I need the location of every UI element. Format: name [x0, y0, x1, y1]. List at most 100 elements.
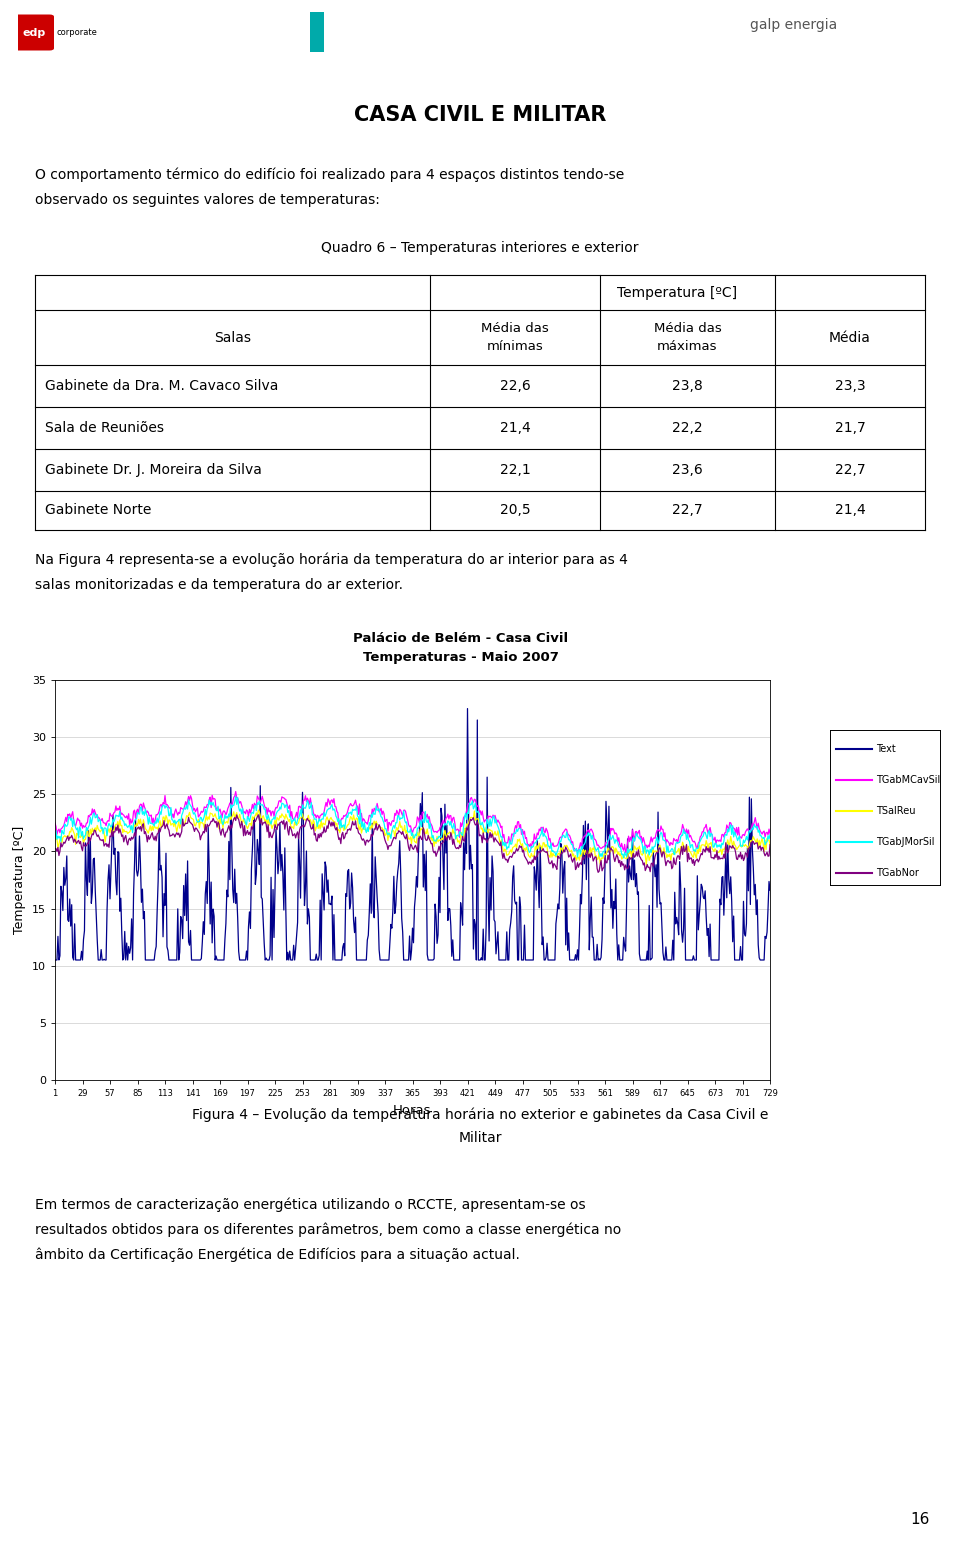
Text: 23,8: 23,8	[672, 380, 703, 394]
Text: (304, 16.8): (304, 16.8)	[347, 879, 358, 898]
Text: Na Figura 4 representa-se a evolução horária da temperatura do ar interior para : Na Figura 4 representa-se a evolução hor…	[35, 552, 628, 568]
X-axis label: Horas: Horas	[394, 1103, 432, 1117]
TGabMCavSil	[633, 823, 644, 842]
Text: 21,4: 21,4	[834, 504, 865, 518]
TGabJMorSil	[230, 787, 242, 806]
TGabJMorSil	[148, 815, 159, 834]
Text: galp energia: galp energia	[750, 19, 837, 33]
Line: TGabJMorSil: TGabJMorSil	[55, 797, 770, 857]
TGabMCavSil	[230, 783, 242, 801]
Text: (337, 10.5): (337, 10.5)	[379, 951, 391, 969]
FancyBboxPatch shape	[13, 14, 54, 50]
TGabNor	[633, 840, 644, 859]
Text: resultados obtidos para os diferentes parâmetros, bem como a classe energética n: resultados obtidos para os diferentes pa…	[35, 1223, 621, 1237]
Line: TGabMCavSil: TGabMCavSil	[55, 792, 770, 853]
Text: INETI: INETI	[374, 22, 440, 42]
TSalReu	[348, 806, 359, 825]
Text: Média das: Média das	[481, 322, 549, 335]
Text: 22,7: 22,7	[672, 504, 703, 518]
Text: 22,1: 22,1	[499, 464, 530, 478]
Text: 22,2: 22,2	[672, 422, 703, 436]
Text: Gabinete Dr. J. Moreira da Silva: Gabinete Dr. J. Moreira da Silva	[44, 464, 261, 478]
TGabNor	[348, 815, 359, 834]
Text: Figura 4 – Evolução da temperatura horária no exterior e gabinetes da Casa Civil: Figura 4 – Evolução da temperatura horár…	[192, 1108, 768, 1122]
Text: (1, 10.5): (1, 10.5)	[49, 951, 60, 969]
Text: Militar: Militar	[458, 1131, 502, 1145]
Text: 23,3: 23,3	[834, 380, 865, 394]
Text: TGabMCavSil: TGabMCavSil	[876, 775, 941, 784]
TGabMCavSil	[764, 825, 776, 843]
TGabJMorSil	[734, 837, 746, 856]
Text: 20,5: 20,5	[500, 504, 530, 518]
Text: CASA CIVIL E MILITAR: CASA CIVIL E MILITAR	[354, 104, 606, 124]
TSalReu	[734, 836, 746, 854]
Bar	[310, 12, 324, 51]
Text: (421, 32.5): (421, 32.5)	[462, 699, 473, 717]
Text: corporate: corporate	[56, 28, 97, 37]
Text: Salas: Salas	[214, 330, 251, 344]
Text: (729, 16.6): (729, 16.6)	[764, 881, 776, 899]
Text: Gabinete Norte: Gabinete Norte	[44, 504, 151, 518]
TGabJMorSil	[348, 801, 359, 820]
Line: Text: Text	[55, 708, 770, 960]
TGabNor	[252, 806, 264, 825]
TGabNor	[757, 839, 769, 857]
TSalReu	[757, 834, 769, 853]
Text: Quadro 6 – Temperaturas interiores e exterior: Quadro 6 – Temperaturas interiores e ext…	[322, 241, 638, 255]
TSalReu	[148, 822, 159, 840]
TSalReu	[764, 836, 776, 854]
Text: 21,7: 21,7	[834, 422, 865, 436]
Text: salas monitorizadas e da temperatura do ar exterior.: salas monitorizadas e da temperatura do …	[35, 577, 403, 591]
TGabMCavSil	[49, 814, 60, 832]
TGabJMorSil	[757, 829, 769, 848]
Text: máximas: máximas	[658, 341, 718, 353]
Text: 22,7: 22,7	[834, 464, 865, 478]
TGabJMorSil	[380, 820, 392, 839]
TSalReu	[640, 856, 652, 874]
TGabNor	[764, 836, 776, 854]
TGabNor	[380, 834, 392, 853]
TGabMCavSil	[348, 795, 359, 814]
Text: Média das: Média das	[654, 322, 721, 335]
TGabMCavSil	[734, 828, 746, 846]
TGabMCavSil	[380, 811, 392, 829]
TGabJMorSil	[618, 848, 630, 867]
Text: 16: 16	[910, 1512, 929, 1528]
Line: TGabNor: TGabNor	[55, 815, 770, 873]
Text: TGabJMorSil: TGabJMorSil	[876, 837, 935, 846]
Text: edp: edp	[22, 28, 45, 37]
Text: (698, 10.5): (698, 10.5)	[733, 951, 745, 969]
Text: âmbito da Certificação Energética de Edifícios para a situação actual.: âmbito da Certificação Energética de Edi…	[35, 1248, 520, 1262]
TSalReu	[49, 826, 60, 845]
Y-axis label: Temperatura [ºC]: Temperatura [ºC]	[13, 826, 26, 934]
Text: (721, 10.5): (721, 10.5)	[756, 951, 768, 969]
Text: 23,6: 23,6	[672, 464, 703, 478]
TGabJMorSil	[49, 828, 60, 846]
Text: 21,4: 21,4	[499, 422, 530, 436]
Text: Palácio de Belém - Casa Civil: Palácio de Belém - Casa Civil	[353, 632, 568, 644]
TGabMCavSil	[757, 823, 769, 842]
Text: O comportamento térmico do edifício foi realizado para 4 espaços distintos tendo: O comportamento térmico do edifício foi …	[35, 168, 624, 182]
Text: (101, 10.5): (101, 10.5)	[148, 951, 159, 969]
TSalReu	[380, 825, 392, 843]
TGabNor	[592, 864, 604, 882]
TGabNor	[49, 839, 60, 857]
TGabMCavSil	[620, 843, 632, 862]
Text: Text: Text	[876, 744, 896, 753]
Text: Sala de Reuniões: Sala de Reuniões	[44, 422, 163, 436]
Line: TSalReu: TSalReu	[55, 811, 770, 865]
TGabNor	[148, 828, 159, 846]
Text: Média: Média	[829, 330, 871, 344]
TSalReu	[632, 839, 643, 857]
Text: Temperaturas - Maio 2007: Temperaturas - Maio 2007	[363, 652, 559, 664]
TSalReu	[252, 801, 264, 820]
TGabMCavSil	[148, 809, 159, 828]
Text: 22,6: 22,6	[499, 380, 530, 394]
Text: TGabNor: TGabNor	[876, 868, 919, 878]
Text: Gabinete da Dra. M. Cavaco Silva: Gabinete da Dra. M. Cavaco Silva	[44, 380, 278, 394]
TGabJMorSil	[764, 825, 776, 843]
Text: Em termos de caracterização energética utilizando o RCCTE, apresentam-se os: Em termos de caracterização energética u…	[35, 1198, 586, 1212]
Text: TSalReu: TSalReu	[876, 806, 916, 815]
Text: (594, 16.3): (594, 16.3)	[632, 885, 643, 904]
TGabJMorSil	[633, 828, 644, 846]
